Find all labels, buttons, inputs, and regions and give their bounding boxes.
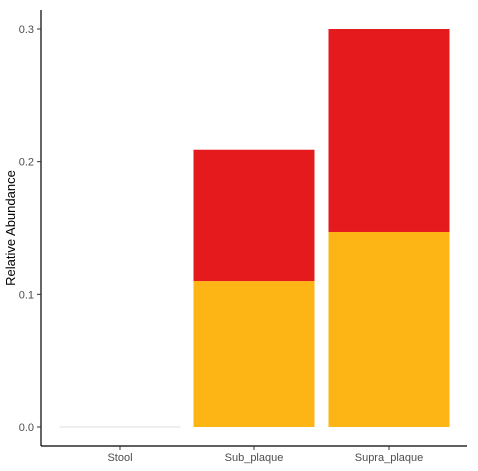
x-tick-label-stool: Stool: [107, 452, 132, 464]
bar-sub_plaque-series-0: [193, 281, 315, 427]
y-ticks: 0.0 0.1 0.2 0.3: [19, 24, 41, 434]
bars-layer: [193, 29, 450, 427]
bar-sub_plaque-series-1: [193, 149, 315, 282]
x-tick-label-sub_plaque: Sub_plaque: [225, 452, 284, 464]
bar-supra_plaque-series-1: [328, 29, 450, 232]
y-tick-label: 0.1: [19, 289, 34, 301]
y-tick-label: 0.2: [19, 157, 34, 169]
x-ticks: Stool Sub_plaque Supra_plaque: [107, 446, 423, 464]
bar-supra_plaque-series-0: [328, 231, 450, 427]
x-tick-label-supra_plaque: Supra_plaque: [355, 452, 424, 464]
y-tick-label: 0.3: [19, 24, 34, 36]
y-axis-title: Relative Abundance: [3, 170, 18, 286]
y-tick-label: 0.0: [19, 422, 34, 434]
